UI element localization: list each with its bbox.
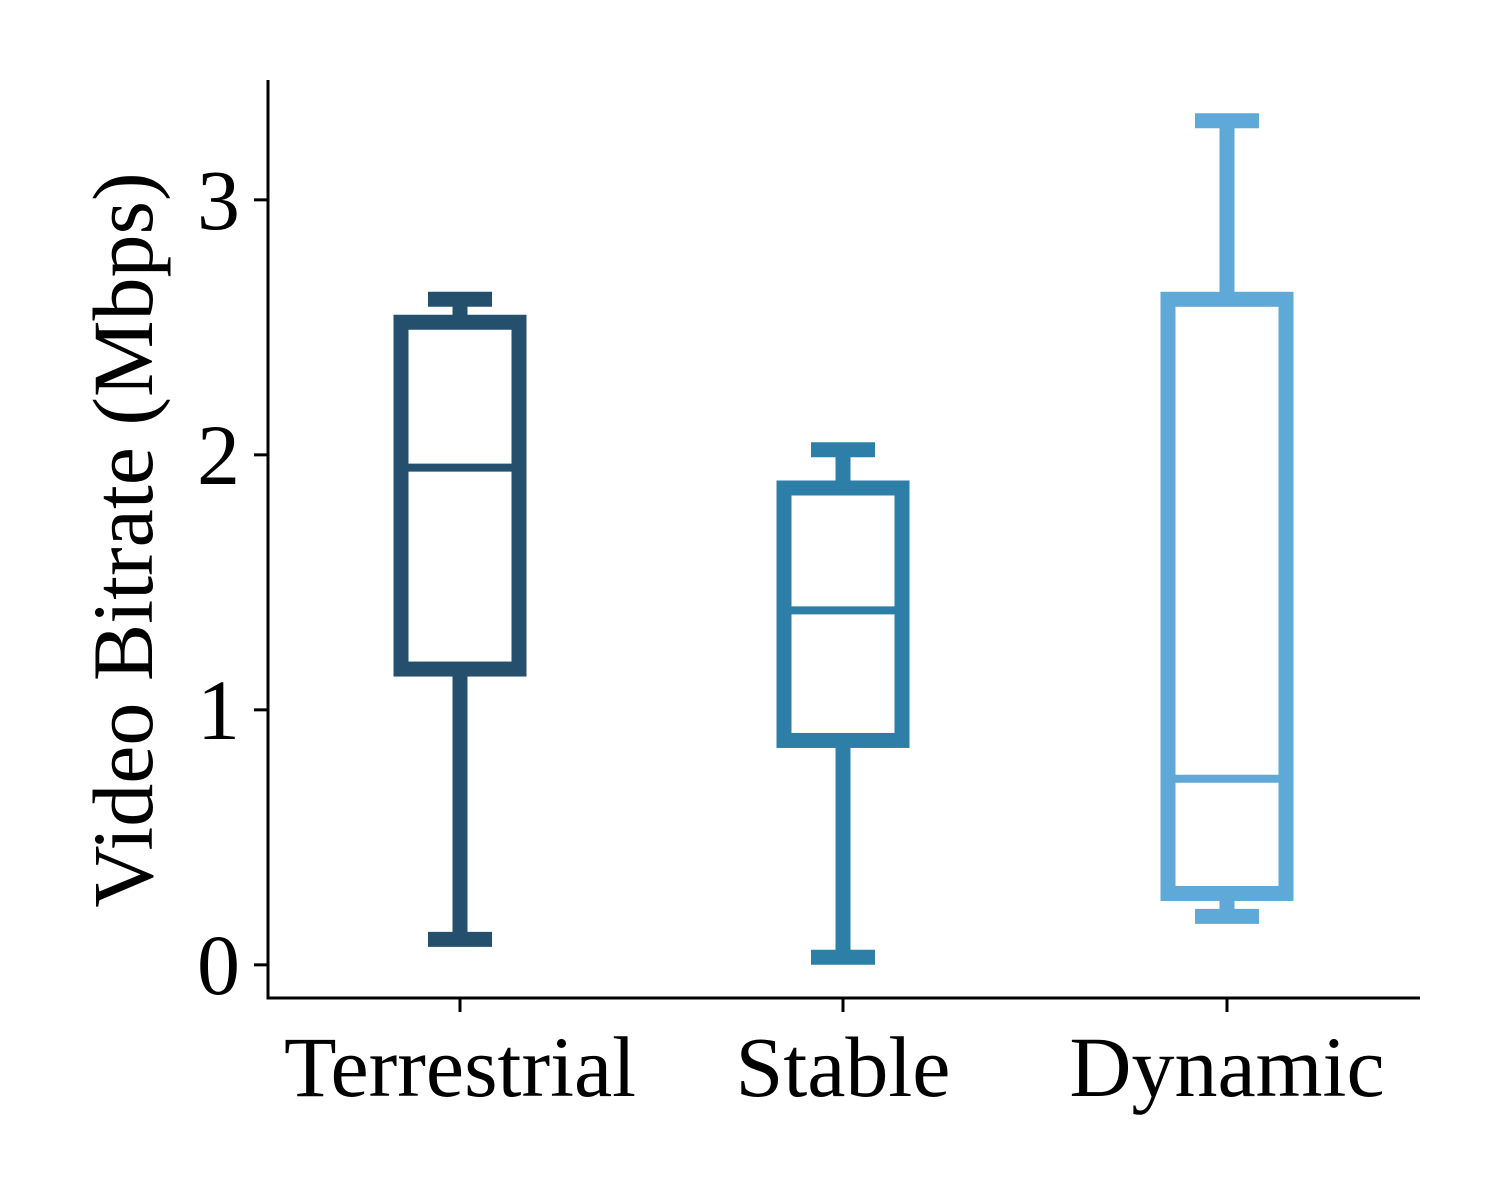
iqr-box [1160,291,1294,901]
y-ticks: 0 1 2 3 [197,152,268,1013]
x-tick-label: Terrestrial [284,1019,636,1115]
iqr-box [393,314,527,677]
box-terrestrial [393,291,527,947]
x-tick-label: Stable [736,1019,951,1115]
y-tick-label: 1 [197,662,240,758]
x-ticks: Terrestrial Stable Dynamic [284,998,1385,1115]
x-tick-label: Dynamic [1069,1019,1384,1115]
box-dynamic [1160,113,1294,924]
y-tick-label: 2 [197,407,240,503]
boxes-layer [393,113,1294,965]
y-tick-label: 3 [197,152,240,248]
y-tick-label: 0 [197,917,240,1013]
box-stable [776,442,910,965]
y-axis-label: Video Bitrate (Mbps) [75,172,171,907]
